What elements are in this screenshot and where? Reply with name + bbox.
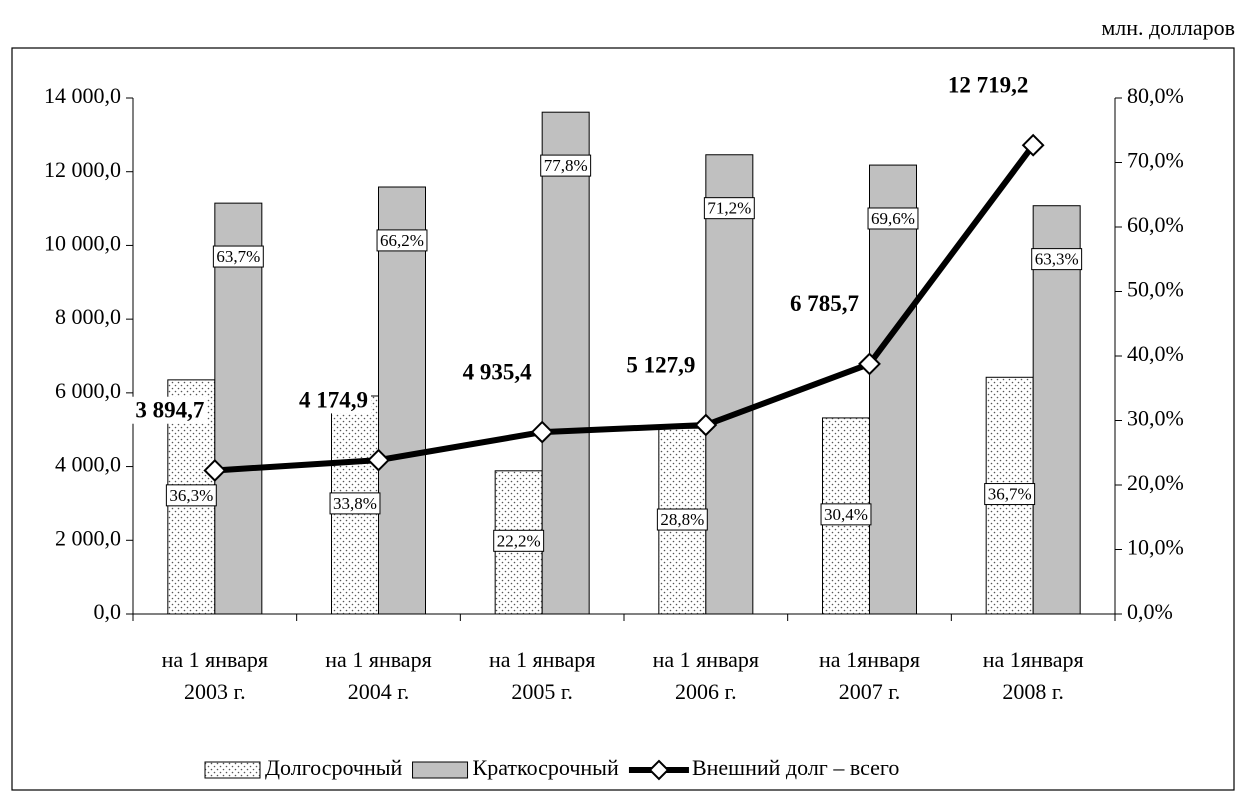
y-tick-label: 4 000,0 [55, 452, 121, 477]
bar-value-label: 28,8% [660, 510, 704, 529]
bar-value-label: 63,7% [216, 247, 260, 266]
y-tick-label: 14 000,0 [44, 83, 121, 108]
line-value-label-box [623, 351, 699, 379]
x-tick-label: 2004 г. [348, 679, 410, 704]
bar-value-label: 63,3% [1035, 250, 1079, 269]
bar-value-label-box [703, 197, 755, 220]
x-tick-label: 2006 г. [675, 679, 737, 704]
unit-label: млн. долларов [1101, 15, 1235, 40]
line [214, 143, 1036, 474]
bar-value-label: 77,8% [544, 156, 588, 175]
legend-label: Долгосрочный [265, 755, 403, 780]
bar-value-label-box [656, 508, 708, 531]
bar-value-label: 69,6% [871, 209, 915, 228]
x-tick-label: на 1января [983, 647, 1084, 672]
y2-tick-label: 80,0% [1127, 83, 1184, 108]
line-marker [1021, 133, 1045, 157]
y2-tick-label: 10,0% [1127, 535, 1184, 560]
bar-value-label-box [867, 207, 919, 230]
bar [1032, 205, 1081, 615]
bar [214, 202, 263, 615]
bar-value-label: 66,2% [380, 231, 424, 250]
line-value-label: 12 719,2 [948, 72, 1029, 97]
line-value-label-box [944, 71, 1032, 99]
x-tick-label: на 1января [819, 647, 920, 672]
line-marker [367, 448, 390, 472]
line-marker [530, 420, 554, 444]
bar [869, 164, 917, 615]
y2-tick-label: 70,0% [1127, 148, 1184, 173]
legend-swatch [412, 761, 469, 779]
bar-value-label-box [376, 229, 428, 252]
bar-value-label-box [165, 484, 217, 507]
x-tick-label: 2003 г. [184, 679, 246, 704]
line-marker [203, 459, 227, 482]
legend-label: Внешний долг – всего [692, 755, 899, 780]
y2-tick-label: 60,0% [1127, 212, 1184, 237]
y-tick-label: 0,0 [94, 599, 122, 624]
y-tick-label: 2 000,0 [55, 525, 121, 550]
line-value-label: 4 935,4 [463, 359, 533, 384]
bar-value-label-box [1031, 248, 1083, 271]
line-marker [694, 413, 718, 437]
legend-swatch [204, 761, 261, 779]
x-tick-label: на 1 января [489, 647, 595, 672]
y2-tick-label: 0,0% [1127, 599, 1173, 624]
bar-value-label: 71,2% [707, 199, 751, 218]
y-tick-label: 12 000,0 [44, 157, 121, 182]
x-tick-label: на 1 января [653, 647, 759, 672]
y2-tick-label: 30,0% [1127, 406, 1184, 431]
y-tick-label: 8 000,0 [55, 304, 121, 329]
line-marker [858, 352, 881, 376]
x-tick-label: 2005 г. [511, 679, 573, 704]
bar [541, 111, 590, 615]
bar-value-label: 22,2% [497, 531, 541, 550]
legend-marker [648, 759, 670, 781]
bar [705, 154, 754, 615]
line-value-label: 4 174,9 [299, 387, 368, 412]
x-tick-label: 2008 г. [1002, 679, 1064, 704]
bar-value-label-box [329, 492, 381, 515]
y2-tick-label: 20,0% [1127, 470, 1184, 495]
bar-value-label-box [493, 529, 545, 552]
y2-tick-label: 50,0% [1127, 277, 1184, 302]
bar-value-label-box [984, 483, 1036, 506]
bar-value-label-box [820, 503, 872, 526]
legend-label: Краткосрочный [473, 755, 619, 780]
x-tick-label: на 1 января [162, 647, 268, 672]
bar-value-label-box [540, 154, 592, 177]
line-value-label: 3 894,7 [135, 398, 204, 423]
bar-value-label: 36,3% [169, 486, 213, 505]
bar-value-label: 36,7% [988, 485, 1032, 504]
y2-tick-label: 40,0% [1127, 341, 1184, 366]
line-value-label-box [132, 396, 208, 424]
y-tick-label: 6 000,0 [55, 378, 121, 403]
x-tick-label: на 1 января [325, 647, 431, 672]
y-tick-label: 10 000,0 [44, 230, 121, 255]
chart-frame [11, 47, 1235, 791]
x-tick-label: 2007 г. [839, 679, 901, 704]
line-value-label: 6 785,7 [790, 291, 859, 316]
line-value-label-box [296, 386, 371, 414]
bar-value-label: 30,4% [824, 505, 868, 524]
line-value-label-box [787, 290, 862, 318]
line-value-label: 5 127,9 [626, 352, 695, 377]
bar-value-label-box [212, 245, 264, 268]
line-value-label-box [459, 358, 536, 386]
bar [378, 186, 426, 615]
bar-value-label: 33,8% [333, 494, 377, 513]
